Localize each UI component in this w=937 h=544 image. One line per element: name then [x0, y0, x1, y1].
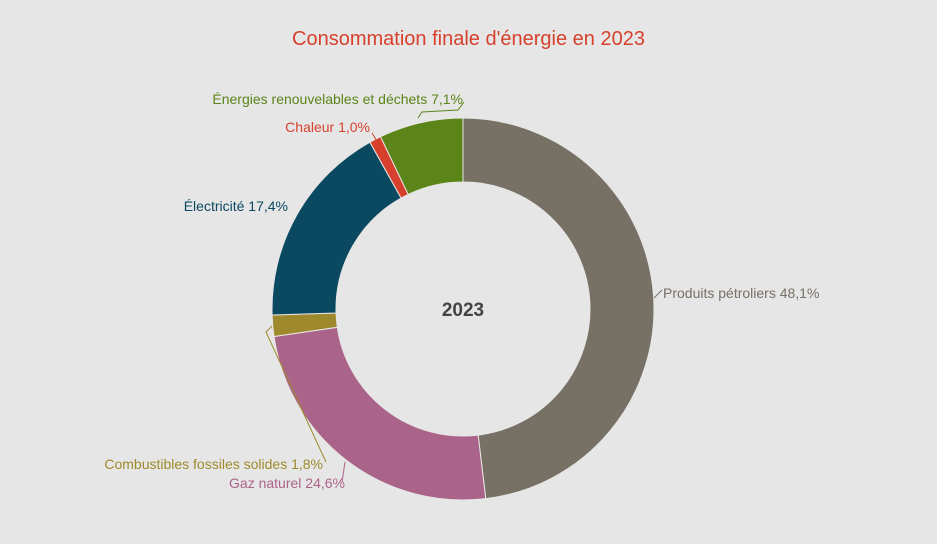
leader-combustibles-fossiles-solides	[265, 325, 327, 463]
leader-energies-renouvelables	[417, 101, 465, 119]
leader-gaz-naturel	[341, 461, 346, 483]
leader-electricite	[299, 211, 309, 220]
label-produits-petroliers: Produits pétroliers 48,1%	[663, 285, 819, 301]
label-energies-renouvelables: Énergies renouvelables et déchets 7,1%	[212, 91, 463, 107]
label-leaders	[265, 101, 663, 483]
label-chaleur: Chaleur 1,0%	[285, 119, 370, 135]
label-electricite: Électricité 17,4%	[184, 198, 288, 214]
leader-chaleur	[371, 132, 379, 144]
donut-slices	[271, 117, 655, 501]
chart-title: Consommation finale d'énergie en 2023	[292, 28, 645, 50]
slice-gaz-naturel	[273, 326, 487, 501]
label-combustibles-fossiles-solides: Combustibles fossiles solides 1,8%	[104, 456, 323, 472]
slice-electricite	[271, 141, 402, 316]
leader-produits-petroliers	[653, 289, 663, 299]
center-label: 2023	[442, 300, 484, 321]
slice-labels: Produits pétroliers 48,1% Gaz naturel 24,…	[104, 91, 819, 491]
label-gaz-naturel: Gaz naturel 24,6%	[229, 475, 345, 491]
slice-energies-renouvelables	[379, 117, 464, 196]
slice-produits-petroliers	[462, 117, 655, 500]
